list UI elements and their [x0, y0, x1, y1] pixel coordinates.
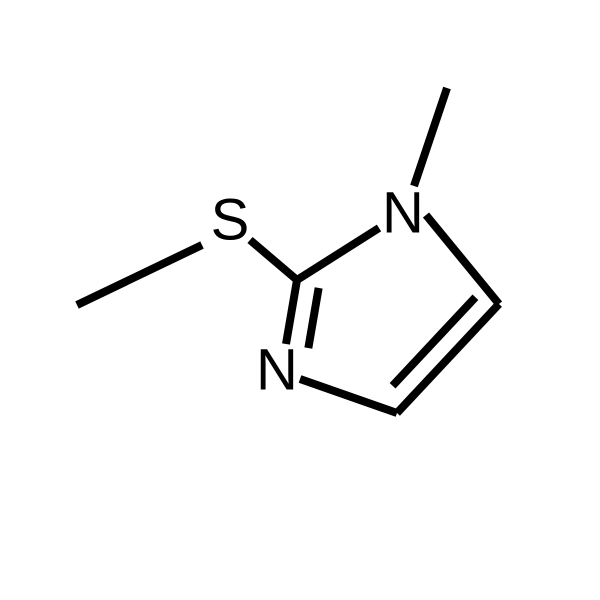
atom-n2: N: [256, 338, 298, 403]
molecule-diagram: S N N: [0, 0, 600, 600]
atom-s: S: [211, 188, 250, 253]
atom-n1: N: [382, 181, 424, 246]
